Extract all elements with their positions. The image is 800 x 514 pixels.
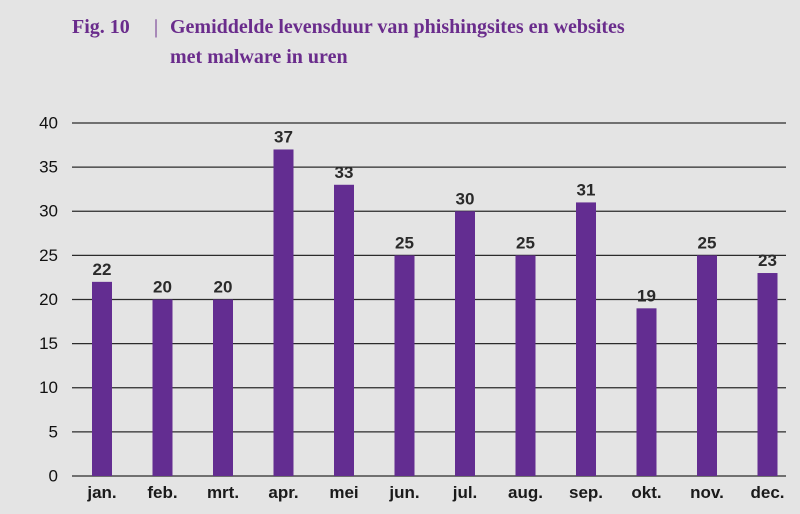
x-tick-label: nov.: [690, 483, 724, 502]
bar: [213, 299, 233, 476]
data-label: 25: [395, 233, 414, 252]
x-tick-label: feb.: [147, 483, 177, 502]
y-tick-label: 0: [49, 466, 58, 485]
y-tick-label: 15: [39, 334, 58, 353]
title-text-line-2: met malware in uren: [170, 46, 348, 68]
data-label: 37: [274, 127, 293, 146]
bar: [636, 308, 657, 476]
bar: [515, 255, 536, 476]
bar: [273, 149, 294, 476]
y-tick-label: 40: [39, 113, 58, 132]
x-tick-label: jun.: [388, 483, 419, 502]
data-label: 25: [698, 233, 717, 252]
data-label: 30: [456, 189, 475, 208]
bar: [92, 281, 112, 476]
x-tick-label: mrt.: [207, 483, 239, 502]
x-tick-label: aug.: [508, 483, 543, 502]
data-label: 19: [637, 286, 656, 305]
x-tick-label: dec.: [750, 483, 784, 502]
data-label: 20: [153, 278, 172, 297]
y-tick-label: 5: [49, 422, 58, 441]
y-tick-label: 20: [39, 290, 58, 309]
title-text-line-1: Gemiddelde levensduur van phishingsites …: [170, 16, 625, 38]
x-tick-label: jul.: [452, 483, 478, 502]
y-tick-label: 10: [39, 378, 58, 397]
y-tick-label: 30: [39, 202, 58, 221]
y-tick-label: 25: [39, 246, 58, 265]
y-tick-label: 35: [39, 158, 58, 177]
data-label: 20: [214, 278, 233, 297]
bar: [455, 211, 475, 476]
bar: [152, 299, 173, 476]
bar: [697, 255, 717, 476]
data-label: 23: [758, 251, 777, 270]
figure-number: Fig. 10: [72, 16, 130, 38]
figure-separator: |: [154, 16, 159, 38]
data-label: 25: [516, 233, 535, 252]
x-tick-label: jan.: [86, 483, 116, 502]
bar: [334, 184, 354, 476]
bar: [757, 273, 778, 476]
x-tick-label: sep.: [569, 483, 603, 502]
bar: [394, 255, 415, 476]
data-label: 33: [335, 163, 354, 182]
title-line-2: met malware in uren: [72, 42, 772, 72]
x-tick-label: apr.: [268, 483, 298, 502]
x-tick-label: mei: [329, 483, 358, 502]
figure-title: Fig. 10 | Gemiddelde levensduur van phis…: [72, 12, 772, 72]
data-label: 22: [93, 260, 112, 279]
bar: [576, 202, 596, 477]
title-line-1: Fig. 10 | Gemiddelde levensduur van phis…: [72, 12, 772, 42]
data-label: 31: [577, 180, 596, 199]
x-tick-label: okt.: [631, 483, 661, 502]
